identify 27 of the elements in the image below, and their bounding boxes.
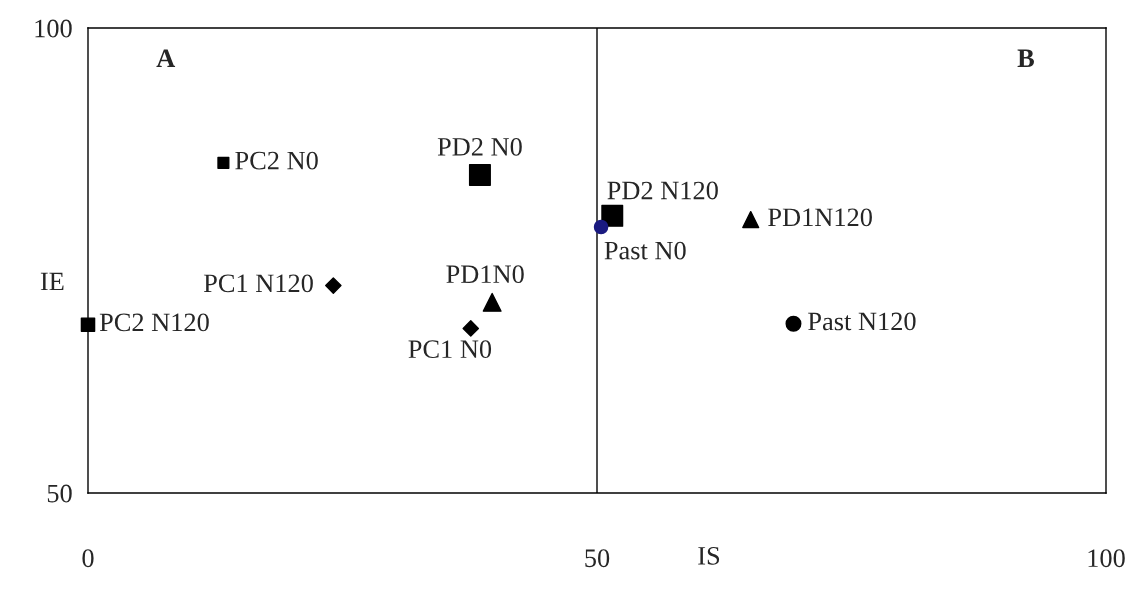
x-axis-title: IS	[698, 546, 720, 565]
point	[468, 163, 491, 186]
point	[601, 204, 624, 227]
point	[482, 292, 502, 312]
annotation: B	[1017, 49, 1035, 67]
point	[462, 320, 480, 337]
series-label: PC2 N0	[235, 151, 318, 170]
point	[742, 210, 760, 229]
series-label: PD2 N0	[437, 137, 522, 156]
point	[80, 317, 96, 332]
x-tick-label: 0	[82, 549, 94, 568]
point	[325, 277, 342, 294]
series-label: PC1 N120	[203, 274, 313, 293]
point	[593, 219, 609, 235]
x-tick-label: 100	[1088, 549, 1125, 568]
annotation: A	[156, 49, 176, 67]
series-label: PC2 N120	[99, 313, 209, 332]
series-label: PD1N120	[768, 208, 872, 227]
point	[217, 156, 230, 169]
series-label: PD2 N120	[607, 181, 718, 200]
series-label: PC1 N0	[408, 340, 492, 359]
series-label: Past N120	[808, 312, 916, 331]
series-label: PD1N0	[446, 265, 524, 284]
series-label: Past N0	[604, 241, 686, 260]
y-axis-title: IE	[40, 272, 64, 291]
x-tick-label: 50	[585, 549, 610, 568]
point	[785, 315, 802, 332]
